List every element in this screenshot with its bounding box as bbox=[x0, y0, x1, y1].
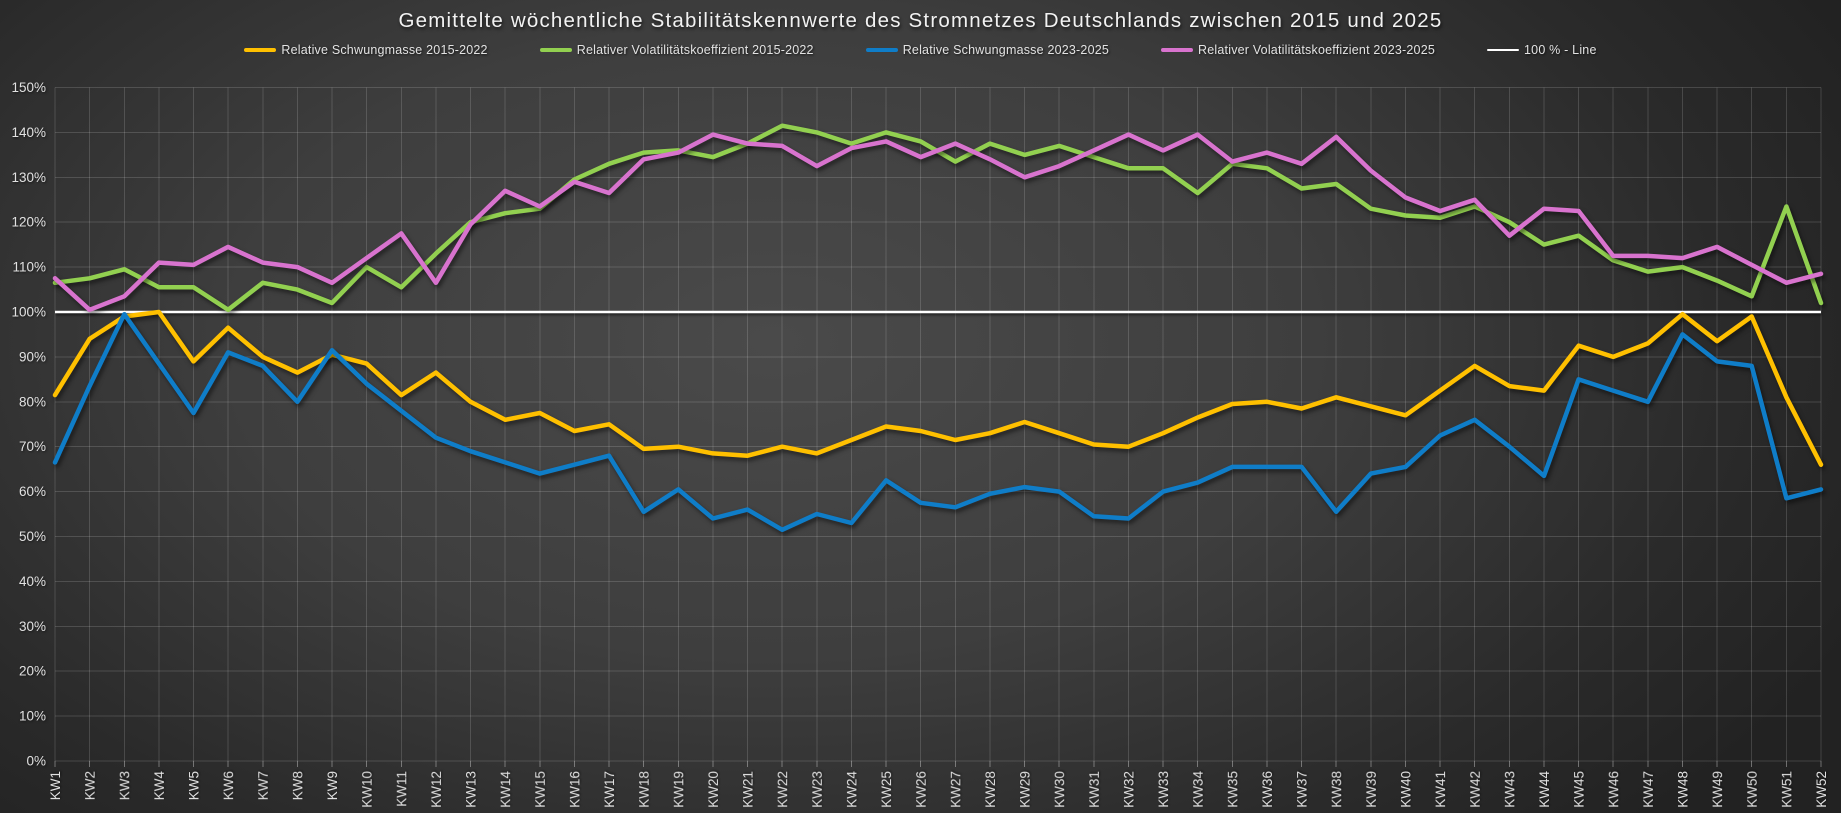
legend-line-marker bbox=[244, 47, 277, 53]
y-axis-label: 90% bbox=[19, 349, 46, 364]
x-axis-label: KW3 bbox=[117, 771, 132, 800]
x-axis-label: KW12 bbox=[429, 771, 444, 808]
x-axis-label: KW44 bbox=[1537, 771, 1552, 808]
x-axis-label: KW6 bbox=[221, 771, 236, 800]
legend-line-marker bbox=[539, 47, 572, 53]
x-axis-label: KW16 bbox=[567, 771, 582, 808]
x-axis-label: KW20 bbox=[706, 771, 721, 808]
y-axis-label: 20% bbox=[19, 664, 46, 679]
x-axis-label: KW39 bbox=[1364, 771, 1379, 808]
y-axis-label: 150% bbox=[11, 80, 46, 95]
y-axis-label: 120% bbox=[11, 215, 46, 230]
x-axis-label: KW9 bbox=[325, 771, 340, 800]
legend-item-label: Relative Schwungmasse 2023-2025 bbox=[902, 43, 1110, 57]
x-axis-label: KW32 bbox=[1121, 771, 1136, 808]
x-axis-label: KW14 bbox=[498, 771, 513, 808]
x-axis-label: KW8 bbox=[290, 771, 305, 800]
x-axis-label: KW37 bbox=[1295, 771, 1310, 808]
x-axis-label: KW2 bbox=[83, 771, 98, 800]
x-axis-label: KW11 bbox=[394, 771, 409, 807]
legend-item-5: 100 % - Line bbox=[1487, 43, 1597, 57]
x-axis-label: KW35 bbox=[1225, 771, 1240, 808]
x-axis-label: KW36 bbox=[1260, 771, 1275, 808]
series-line-3 bbox=[52, 311, 1824, 533]
x-axis-label: KW1 bbox=[48, 771, 63, 800]
x-axis-label: KW40 bbox=[1398, 771, 1413, 808]
x-axis-label: KW18 bbox=[637, 771, 652, 808]
legend-line-marker bbox=[865, 47, 898, 53]
x-axis-label: KW50 bbox=[1745, 771, 1760, 808]
x-axis-label: KW5 bbox=[187, 771, 202, 800]
y-axis-label: 50% bbox=[19, 529, 46, 544]
y-axis-label: 140% bbox=[11, 125, 46, 140]
legend-line-marker bbox=[1161, 47, 1194, 53]
series-line-4 bbox=[52, 132, 1824, 313]
x-axis-label: KW25 bbox=[879, 771, 894, 808]
x-axis-label: KW7 bbox=[256, 771, 271, 800]
x-axis-label: KW4 bbox=[152, 771, 167, 801]
legend-item-label: Relativer Volatilitätskoeffizient 2015-2… bbox=[576, 43, 814, 57]
series-line-2 bbox=[52, 123, 1824, 313]
x-axis-label: KW27 bbox=[948, 771, 963, 808]
chart-title: Gemittelte wöchentliche Stabilitätskennw… bbox=[398, 9, 1443, 32]
y-axis-label: 130% bbox=[11, 170, 46, 185]
x-axis-label: KW23 bbox=[810, 771, 825, 808]
x-axis-label: KW42 bbox=[1468, 771, 1483, 808]
x-axis-label: KW31 bbox=[1087, 771, 1102, 808]
y-axis-label: 80% bbox=[19, 394, 46, 409]
legend-item-2: Relativer Volatilitätskoeffizient 2015-2… bbox=[539, 43, 814, 57]
legend-item-4: Relativer Volatilitätskoeffizient 2023-2… bbox=[1161, 43, 1435, 57]
chart-legend: Relative Schwungmasse 2015-2022 Relativer… bbox=[0, 43, 1841, 57]
x-axis-label: KW51 bbox=[1779, 771, 1794, 808]
x-axis-label: KW34 bbox=[1191, 771, 1206, 808]
x-axis-label: KW17 bbox=[602, 771, 617, 808]
legend-item-1: Relative Schwungmasse 2015-2022 bbox=[244, 43, 488, 57]
x-axis-label: KW49 bbox=[1710, 771, 1725, 808]
x-axis-label: KW41 bbox=[1433, 771, 1448, 808]
x-axis-label: KW15 bbox=[533, 771, 548, 808]
series-line-1 bbox=[52, 309, 1824, 467]
y-axis-label: 60% bbox=[19, 484, 46, 499]
x-axis-label: KW26 bbox=[914, 771, 929, 808]
x-axis-label: KW28 bbox=[983, 771, 998, 808]
y-axis-label: 110% bbox=[12, 260, 46, 275]
x-axis-label: KW19 bbox=[671, 771, 686, 808]
x-axis-label: KW21 bbox=[741, 771, 756, 808]
x-axis-label: KW22 bbox=[775, 771, 790, 808]
y-axis-label: 0% bbox=[26, 754, 46, 769]
y-axis-label: 70% bbox=[19, 439, 46, 454]
x-axis-label: KW10 bbox=[360, 771, 375, 808]
x-axis-label: KW48 bbox=[1675, 771, 1690, 808]
legend-item-label: Relative Schwungmasse 2015-2022 bbox=[281, 43, 488, 57]
y-axis-label: 40% bbox=[19, 574, 46, 589]
legend-line-marker bbox=[1487, 49, 1520, 51]
x-axis-label: KW43 bbox=[1502, 771, 1517, 808]
legend-item-3: Relative Schwungmasse 2023-2025 bbox=[865, 43, 1110, 57]
legend-item-label: 100 % - Line bbox=[1524, 43, 1597, 57]
x-axis-label: KW45 bbox=[1572, 771, 1587, 808]
y-axis-label: 100% bbox=[11, 305, 46, 320]
x-axis-label: KW52 bbox=[1814, 771, 1829, 808]
x-axis-label: KW24 bbox=[844, 771, 859, 808]
x-axis-label: KW46 bbox=[1606, 771, 1621, 808]
x-axis-label: KW13 bbox=[464, 771, 479, 808]
y-axis-label: 30% bbox=[19, 619, 46, 634]
x-axis-label: KW29 bbox=[1018, 771, 1033, 808]
x-axis-label: KW38 bbox=[1329, 771, 1344, 808]
legend-item-label: Relativer Volatilitätskoeffizient 2023-2… bbox=[1198, 43, 1436, 57]
x-axis-label: KW30 bbox=[1052, 771, 1067, 808]
y-axis-label: 10% bbox=[19, 709, 46, 724]
x-axis-label: KW33 bbox=[1156, 771, 1171, 808]
x-axis-label: KW47 bbox=[1641, 771, 1656, 808]
